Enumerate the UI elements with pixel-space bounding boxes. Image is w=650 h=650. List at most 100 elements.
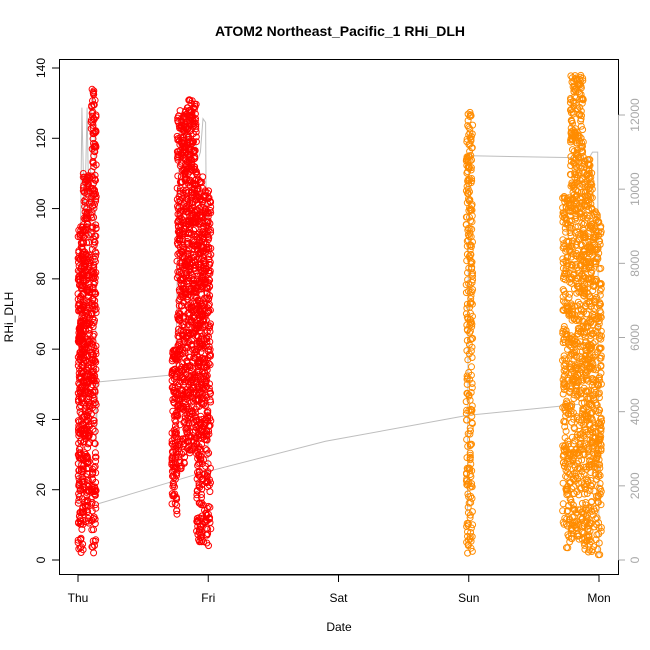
data-point bbox=[469, 272, 477, 280]
data-point bbox=[468, 480, 476, 488]
data-point bbox=[579, 126, 587, 134]
data-point bbox=[174, 172, 182, 180]
data-point bbox=[468, 547, 476, 555]
data-point bbox=[469, 334, 477, 342]
data-point bbox=[569, 146, 576, 154]
data-point bbox=[182, 334, 190, 341]
data-point bbox=[581, 281, 589, 289]
data-point bbox=[80, 226, 88, 234]
data-point bbox=[464, 390, 471, 398]
y-tick-label: 140 bbox=[34, 58, 48, 78]
data-point bbox=[183, 192, 191, 200]
data-points bbox=[74, 71, 606, 559]
data-point bbox=[183, 118, 191, 126]
data-point bbox=[462, 410, 470, 417]
data-point bbox=[191, 100, 199, 108]
data-point bbox=[90, 367, 98, 375]
data-point bbox=[562, 228, 570, 236]
data-point bbox=[83, 453, 90, 461]
data-point bbox=[585, 196, 593, 204]
data-point bbox=[569, 110, 577, 118]
data-point bbox=[464, 509, 472, 517]
data-point bbox=[580, 522, 588, 530]
data-point bbox=[90, 147, 98, 155]
x-tick-label: Sat bbox=[329, 591, 348, 605]
data-point bbox=[570, 505, 578, 513]
data-point bbox=[560, 520, 568, 528]
data-point bbox=[469, 121, 477, 129]
data-point bbox=[597, 524, 605, 531]
data-point bbox=[559, 507, 567, 515]
data-point bbox=[587, 200, 595, 208]
data-point bbox=[92, 127, 100, 135]
data-point bbox=[175, 198, 183, 206]
data-point bbox=[79, 465, 87, 473]
data-point bbox=[573, 414, 581, 422]
data-point bbox=[462, 310, 470, 318]
data-point bbox=[468, 363, 475, 371]
data-point bbox=[464, 163, 472, 170]
data-point bbox=[563, 357, 570, 365]
data-point bbox=[181, 414, 189, 422]
data-point bbox=[92, 501, 99, 509]
data-point bbox=[570, 250, 577, 258]
data-point bbox=[184, 329, 191, 337]
data-point bbox=[569, 311, 576, 319]
data-point bbox=[569, 334, 577, 342]
data-point bbox=[568, 433, 576, 441]
data-point bbox=[592, 366, 600, 374]
data-point bbox=[91, 248, 99, 256]
data-point bbox=[185, 220, 193, 228]
data-point bbox=[593, 514, 601, 522]
data-point bbox=[560, 194, 568, 202]
data-point bbox=[572, 382, 580, 390]
data-point bbox=[181, 113, 189, 121]
data-point bbox=[204, 530, 212, 538]
data-point bbox=[589, 287, 597, 295]
data-point bbox=[463, 162, 471, 169]
data-point bbox=[561, 371, 569, 379]
data-point bbox=[169, 492, 177, 500]
data-point bbox=[590, 487, 598, 495]
data-point bbox=[583, 465, 591, 473]
data-point bbox=[580, 258, 588, 266]
data-point bbox=[468, 533, 476, 541]
data-point bbox=[588, 546, 596, 554]
data-point bbox=[199, 501, 207, 509]
data-point bbox=[462, 398, 470, 406]
data-point bbox=[182, 111, 190, 118]
data-point bbox=[467, 257, 475, 265]
data-point bbox=[584, 415, 592, 423]
data-point bbox=[87, 195, 95, 203]
y-tick-label: 40 bbox=[34, 412, 48, 426]
data-point bbox=[468, 440, 475, 448]
data-point bbox=[466, 456, 474, 464]
data-point bbox=[590, 283, 598, 290]
data-point bbox=[200, 234, 208, 242]
data-point bbox=[192, 396, 200, 404]
data-point bbox=[567, 300, 575, 308]
data-point bbox=[576, 213, 584, 221]
data-point bbox=[573, 101, 581, 109]
data-point bbox=[91, 297, 99, 305]
data-point bbox=[589, 340, 597, 348]
data-point bbox=[188, 407, 196, 415]
data-point bbox=[193, 192, 201, 200]
data-point bbox=[467, 133, 475, 140]
data-point bbox=[187, 155, 195, 163]
data-point bbox=[185, 177, 193, 185]
data-point bbox=[567, 128, 575, 136]
data-point bbox=[559, 236, 567, 244]
data-point bbox=[201, 294, 209, 302]
data-point bbox=[465, 264, 473, 272]
data-point bbox=[575, 80, 583, 88]
data-point bbox=[596, 480, 604, 487]
data-point bbox=[195, 482, 203, 490]
data-point bbox=[92, 190, 99, 198]
data-point bbox=[580, 221, 587, 228]
data-point bbox=[573, 274, 581, 282]
data-point bbox=[90, 87, 98, 95]
data-point bbox=[177, 221, 185, 229]
data-point bbox=[567, 451, 575, 459]
data-point bbox=[184, 139, 192, 147]
